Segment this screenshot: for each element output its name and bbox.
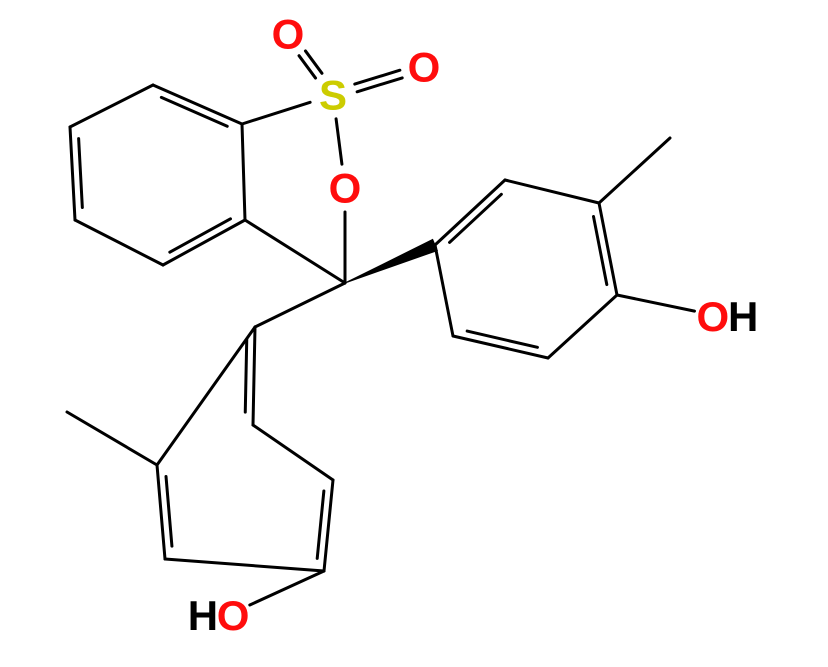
atom-label: O — [272, 11, 305, 58]
atom-label: S — [319, 72, 347, 119]
atom-label: O — [408, 44, 441, 91]
atom-label: HO — [188, 592, 250, 639]
atom-label: OH — [697, 293, 759, 340]
atom-label: O — [329, 165, 362, 212]
molecule-diagram: SOOOOHHO — [0, 0, 828, 667]
